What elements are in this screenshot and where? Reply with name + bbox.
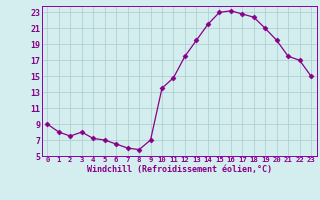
X-axis label: Windchill (Refroidissement éolien,°C): Windchill (Refroidissement éolien,°C)	[87, 165, 272, 174]
